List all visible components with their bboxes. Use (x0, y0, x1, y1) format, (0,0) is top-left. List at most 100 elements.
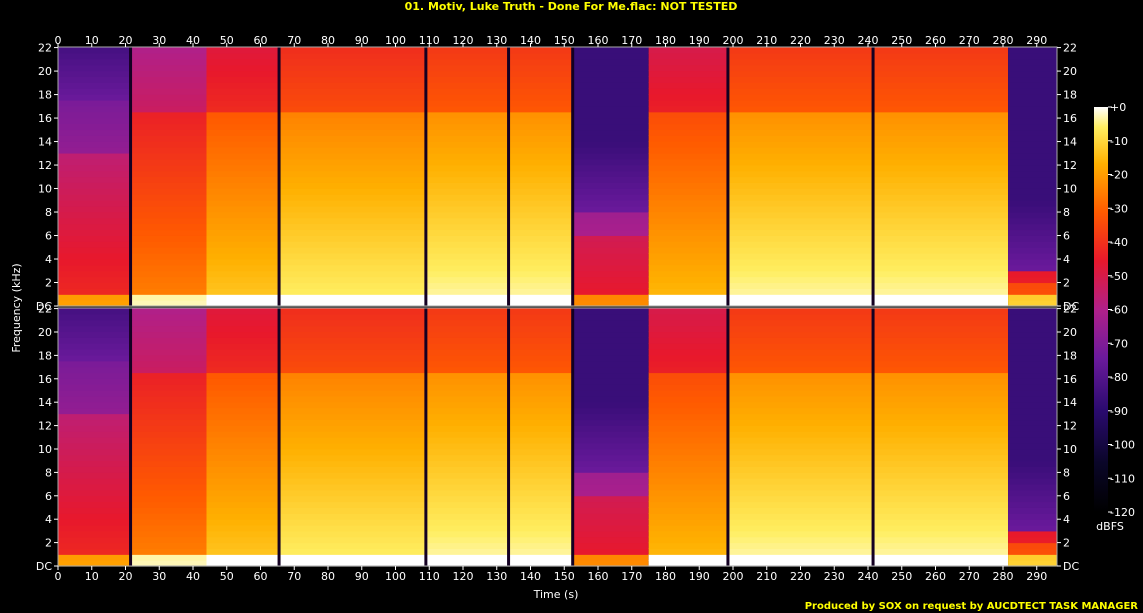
spectral-band (206, 123, 280, 131)
spectral-band (206, 519, 280, 526)
spectral-band (648, 431, 728, 438)
spectral-band (508, 472, 573, 479)
spectral-band (206, 76, 280, 83)
spectral-band (206, 111, 280, 119)
spectral-band (572, 401, 649, 409)
silence-gap (726, 308, 730, 566)
spectral-band (58, 460, 131, 467)
spectral-band (727, 117, 874, 125)
spectral-band (572, 313, 649, 321)
spectral-band (130, 530, 207, 538)
spectral-band (648, 141, 728, 148)
spectral-band (873, 454, 1009, 462)
x-tick-label: 280 (993, 570, 1014, 583)
spectral-band (279, 437, 426, 444)
spectral-band (648, 147, 728, 154)
spectral-band (727, 164, 874, 172)
x-tick-label: 290 (1026, 34, 1047, 47)
spectral-band (727, 437, 874, 444)
colorbar-tick-label: -20 (1110, 169, 1128, 182)
spectral-band (130, 70, 207, 78)
spectral-band (727, 253, 874, 260)
spectral-band (58, 276, 131, 284)
spectral-band (873, 437, 1009, 444)
spectral-band (425, 331, 509, 338)
spectral-band (425, 47, 509, 54)
spectral-band (58, 123, 131, 131)
spectral-band (727, 425, 874, 432)
spectral-band (873, 325, 1009, 333)
spectral-band (206, 194, 280, 201)
spectral-band (58, 354, 131, 362)
y-tick-label-left: 14 (38, 396, 52, 409)
spectral-band (508, 536, 573, 544)
y-tick-label-right: 10 (1063, 443, 1077, 456)
spectral-band (727, 483, 874, 491)
spectral-band (130, 94, 207, 101)
spectral-band (58, 425, 131, 432)
spectral-band (206, 94, 280, 101)
spectral-band (206, 460, 280, 467)
spectral-band (425, 337, 509, 344)
spectral-band (130, 360, 207, 368)
spectral-band (279, 548, 426, 555)
spectral-band (873, 94, 1009, 101)
silence-gap (129, 47, 133, 306)
spectral-band (508, 194, 573, 201)
spectral-band (648, 407, 728, 415)
y-tick-label-right: 4 (1063, 513, 1070, 526)
spectral-band (648, 560, 728, 567)
spectral-band (727, 158, 874, 166)
spectral-band (873, 308, 1009, 315)
spectral-band (648, 413, 728, 421)
spectral-band (727, 211, 874, 219)
x-tick-label: 160 (588, 34, 609, 47)
spectral-band (508, 141, 573, 148)
y-tick-label-right: 16 (1063, 112, 1077, 125)
spectral-band (1008, 419, 1057, 426)
plot-area (57, 46, 1058, 567)
spectral-band (1008, 247, 1057, 254)
spectral-band (425, 211, 509, 219)
spectral-band (206, 431, 280, 438)
spectral-band (727, 372, 874, 379)
spectral-band (648, 360, 728, 368)
y-tick-label-right: 20 (1063, 326, 1077, 339)
spectral-band (572, 194, 649, 201)
x-tick-label: 260 (925, 570, 946, 583)
spectral-band (648, 331, 728, 338)
spectral-band (648, 472, 728, 479)
spectral-band (572, 200, 649, 207)
spectral-band (1008, 211, 1057, 219)
spectral-band (648, 76, 728, 83)
spectral-band (206, 331, 280, 338)
spectral-band (58, 530, 131, 538)
spectral-band (727, 354, 874, 362)
spectral-band (279, 478, 426, 485)
section-4 (279, 47, 426, 307)
y-tick-label-left: 20 (38, 326, 52, 339)
spectral-band (279, 513, 426, 520)
spectral-band (727, 530, 874, 538)
spectral-band (279, 378, 426, 385)
spectral-band (508, 489, 573, 497)
silence-gap (424, 47, 428, 306)
spectral-band (58, 270, 131, 278)
spectral-band (279, 105, 426, 113)
spectral-band (425, 52, 509, 60)
spectral-band (572, 253, 649, 260)
spectral-band (206, 542, 280, 550)
spectral-band (206, 188, 280, 195)
spectral-band (279, 141, 426, 148)
y-tick-label-right: 4 (1063, 253, 1070, 266)
spectral-band (727, 76, 874, 83)
spectral-band (130, 294, 207, 301)
spectral-band (130, 466, 207, 473)
spectral-band (1008, 58, 1057, 66)
spectral-band (1008, 264, 1057, 272)
spectral-band (1008, 448, 1057, 456)
spectral-band (727, 258, 874, 266)
spectral-band (130, 495, 207, 503)
spectral-band (130, 507, 207, 514)
y-tick-label-left: 20 (38, 65, 52, 78)
